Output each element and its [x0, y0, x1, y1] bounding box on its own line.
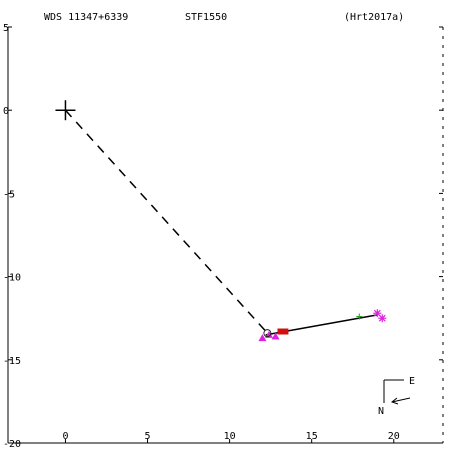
plot-marks	[55, 100, 387, 342]
motion-direction-arrow	[391, 397, 411, 403]
motion-direction-arrowhead	[390, 397, 399, 405]
x-tick-label: 5	[145, 431, 151, 442]
compass: E N	[378, 376, 415, 417]
wds-id-label: WDS 11347+6339	[44, 12, 128, 23]
observation-star-stroke	[373, 309, 381, 317]
reference-label: (Hrt2017a)	[344, 12, 404, 23]
observation-triangle	[258, 334, 267, 342]
x-tick-label: 10	[224, 431, 236, 442]
x-tick-label: 20	[388, 431, 400, 442]
y-tick-label: 0	[3, 106, 9, 117]
y-tick-label: -15	[3, 356, 21, 367]
y-tick-label: -10	[3, 273, 21, 284]
discoverer-label: STF1550	[185, 12, 227, 23]
plot-axes	[7, 27, 444, 444]
y-tick-label: -20	[3, 439, 21, 450]
dashed-connector-line	[64, 109, 270, 336]
y-tick-label: -5	[3, 189, 15, 200]
observation-square	[282, 328, 289, 335]
compass-east-label: E	[409, 376, 415, 387]
observation-star-stroke	[378, 314, 386, 322]
x-tick-label: 15	[306, 431, 318, 442]
observation-square	[277, 328, 284, 335]
compass-north-label: N	[378, 406, 384, 417]
x-tick-label: 0	[62, 431, 68, 442]
plot-ticks: 5 0 -5 -10 -15 -20 0 5 10 15 20	[3, 23, 443, 450]
plot-lines	[64, 109, 378, 336]
observation-triangle	[265, 330, 273, 338]
y-tick-label: 5	[3, 23, 9, 34]
observation-circle	[263, 329, 272, 338]
observation-triangle	[271, 332, 280, 340]
